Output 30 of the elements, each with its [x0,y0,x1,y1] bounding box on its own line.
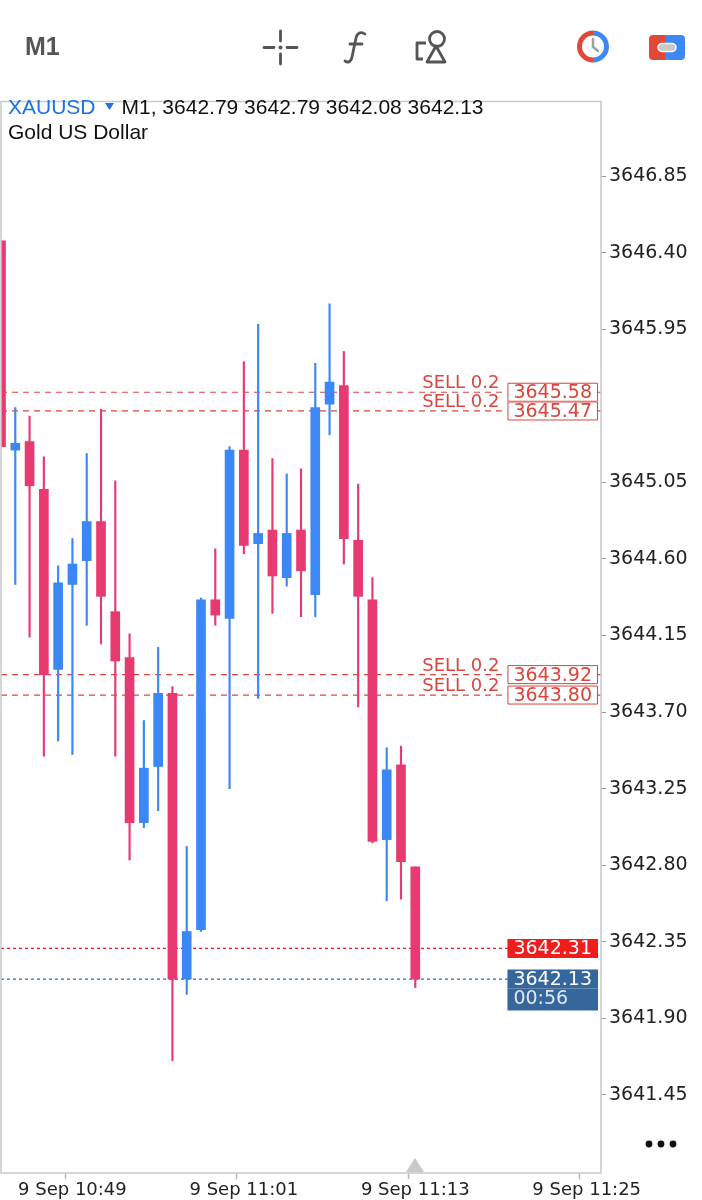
annotation: SELL 0.2 [422,674,500,696]
text: M1 [25,32,60,61]
y-tick-label: 3646.40 [609,239,688,262]
x-tick-label: 9 Sep 10:49 [18,1178,127,1200]
y-tick-label: 3645.95 [609,316,688,339]
y-tick-label: 3642.80 [609,852,688,875]
annotation: M1, 3642.79 3642.79 3642.08 3642.13 [121,95,484,118]
text: Gold US Dollar [8,120,149,143]
candlestick [324,303,335,436]
annotation: SELL 0.2 [422,653,500,675]
y-tick-label: 3641.90 [609,1005,688,1028]
candlestick [253,323,263,699]
y-tick-label: 3644.15 [609,622,688,645]
x-tick-label: 9 Sep 11:01 [189,1178,299,1200]
y-tick-label: 3643.70 [609,698,688,721]
chart-title: XAUUSD [8,95,96,118]
candlestick [67,538,78,755]
ref-line-label: 3643.92 [513,662,593,685]
candlestick [267,458,278,614]
y-tick-label: 3645.05 [609,469,688,492]
x-tick-label: 9 Sep 11:13 [360,1178,470,1200]
x-tick-label: 9 Sep 11:25 [532,1178,642,1200]
ref-line-label: 3642.31 [513,936,593,959]
candlestick [24,415,35,638]
ref-line-label: 3643.80 [513,682,593,705]
y-tick-label: 3643.25 [609,775,688,798]
y-tick-label: 3646.85 [609,163,688,186]
y-tick-label: 3641.45 [609,1081,688,1104]
y-tick-label: 3644.60 [609,545,688,568]
y-tick-label: 3642.35 [609,928,688,951]
